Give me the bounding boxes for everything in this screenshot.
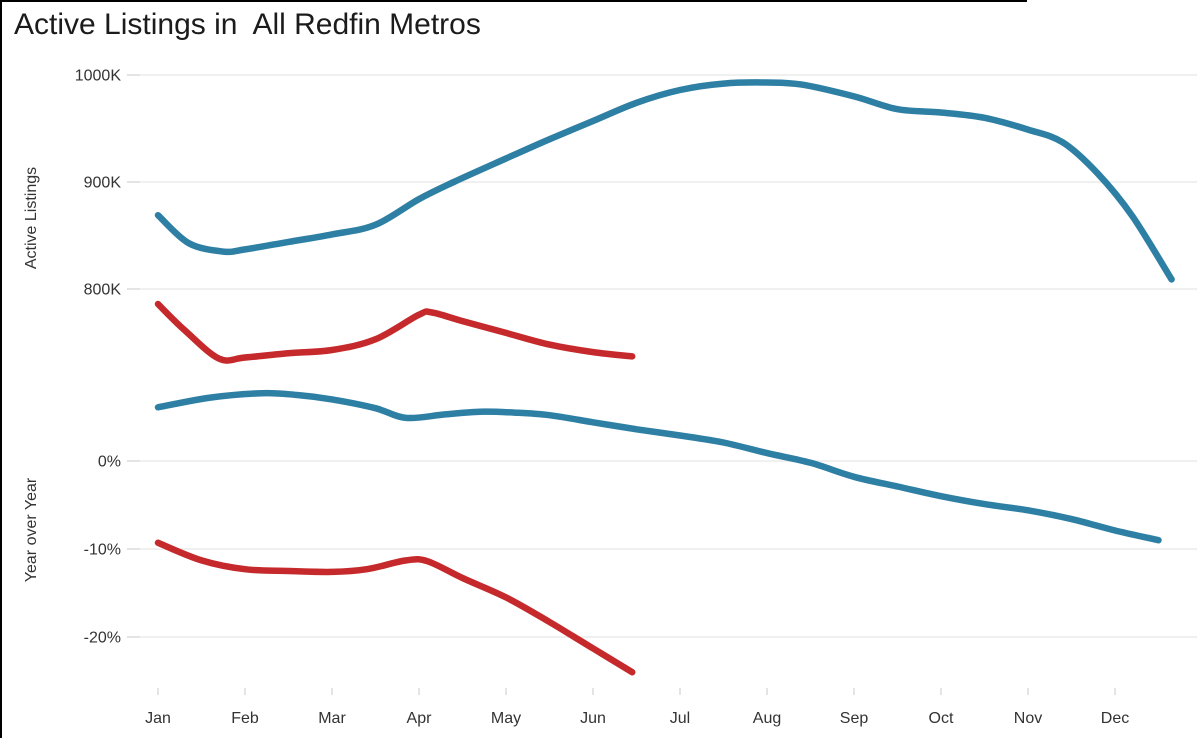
month-label: Apr [407,710,433,727]
y-tick-label: 900K [84,175,122,192]
series-year-over-year-blue-line-full-year [154,389,1162,544]
month-label: Mar [318,710,346,727]
window-border-top [0,0,1027,2]
y-axis-title: Active Listings [23,167,40,269]
month-label: Aug [753,710,781,727]
month-label: Dec [1101,710,1129,727]
y-axis-title: Year over Year [23,477,40,582]
month-label: Nov [1014,710,1042,727]
series-active-listings-red-line-partial-year [154,300,636,364]
month-label: Feb [231,710,259,727]
y-tick-label: 800K [84,282,122,299]
series-active-listings-blue-line-full-year [154,79,1175,283]
window-border-left [0,0,2,738]
month-label: Jul [670,710,690,727]
month-label: May [491,710,521,727]
month-label: Jun [580,710,606,727]
series-year-over-year-red-line-partial-year [154,539,636,676]
chart-title: Active Listings in All Redfin Metros [14,8,481,41]
month-label: Jan [145,710,171,727]
month-label: Sep [840,710,869,727]
month-label: Oct [929,710,954,727]
y-tick-label: 0% [98,454,121,471]
y-tick-label: 1000K [75,68,122,85]
y-tick-label: -20% [84,630,121,647]
y-tick-label: -10% [84,542,121,559]
